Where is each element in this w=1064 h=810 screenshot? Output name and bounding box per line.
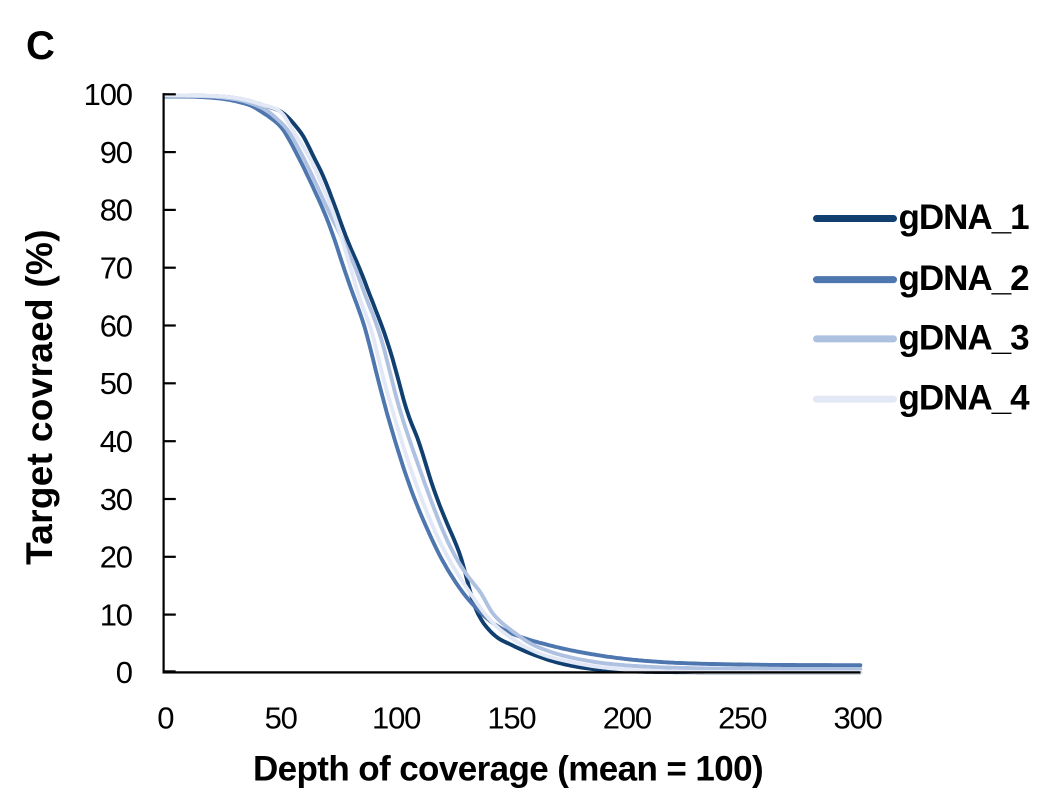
- svg-text:0: 0: [157, 700, 174, 735]
- svg-text:300: 300: [833, 700, 882, 735]
- svg-text:70: 70: [100, 251, 133, 286]
- svg-text:50: 50: [265, 700, 298, 735]
- svg-text:100: 100: [372, 700, 421, 735]
- svg-text:50: 50: [100, 366, 133, 401]
- svg-text:100: 100: [84, 77, 133, 112]
- svg-text:Target covraed (%): Target covraed (%): [19, 229, 60, 565]
- svg-text:Depth of coverage (mean = 100): Depth of coverage (mean = 100): [253, 750, 763, 789]
- svg-text:gDNA_2: gDNA_2: [899, 259, 1030, 298]
- svg-text:C: C: [26, 24, 55, 68]
- svg-text:gDNA_1: gDNA_1: [899, 198, 1030, 237]
- svg-text:150: 150: [487, 700, 536, 735]
- svg-text:20: 20: [100, 540, 133, 575]
- svg-text:0: 0: [116, 655, 133, 690]
- svg-text:60: 60: [100, 308, 133, 343]
- svg-text:250: 250: [718, 700, 767, 735]
- svg-text:80: 80: [100, 193, 133, 228]
- svg-text:gDNA_4: gDNA_4: [899, 379, 1031, 418]
- svg-text:gDNA_3: gDNA_3: [899, 318, 1030, 357]
- svg-text:90: 90: [100, 135, 133, 170]
- svg-text:30: 30: [100, 482, 133, 517]
- svg-text:200: 200: [603, 700, 652, 735]
- svg-text:40: 40: [100, 424, 133, 459]
- svg-text:10: 10: [100, 597, 133, 632]
